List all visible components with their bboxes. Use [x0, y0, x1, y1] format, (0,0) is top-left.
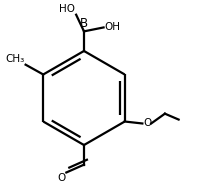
Text: O: O — [57, 173, 65, 183]
Text: O: O — [143, 118, 152, 129]
Text: B: B — [80, 17, 88, 30]
Text: OH: OH — [104, 22, 121, 33]
Text: CH₃: CH₃ — [5, 54, 25, 64]
Text: HO: HO — [59, 4, 75, 14]
